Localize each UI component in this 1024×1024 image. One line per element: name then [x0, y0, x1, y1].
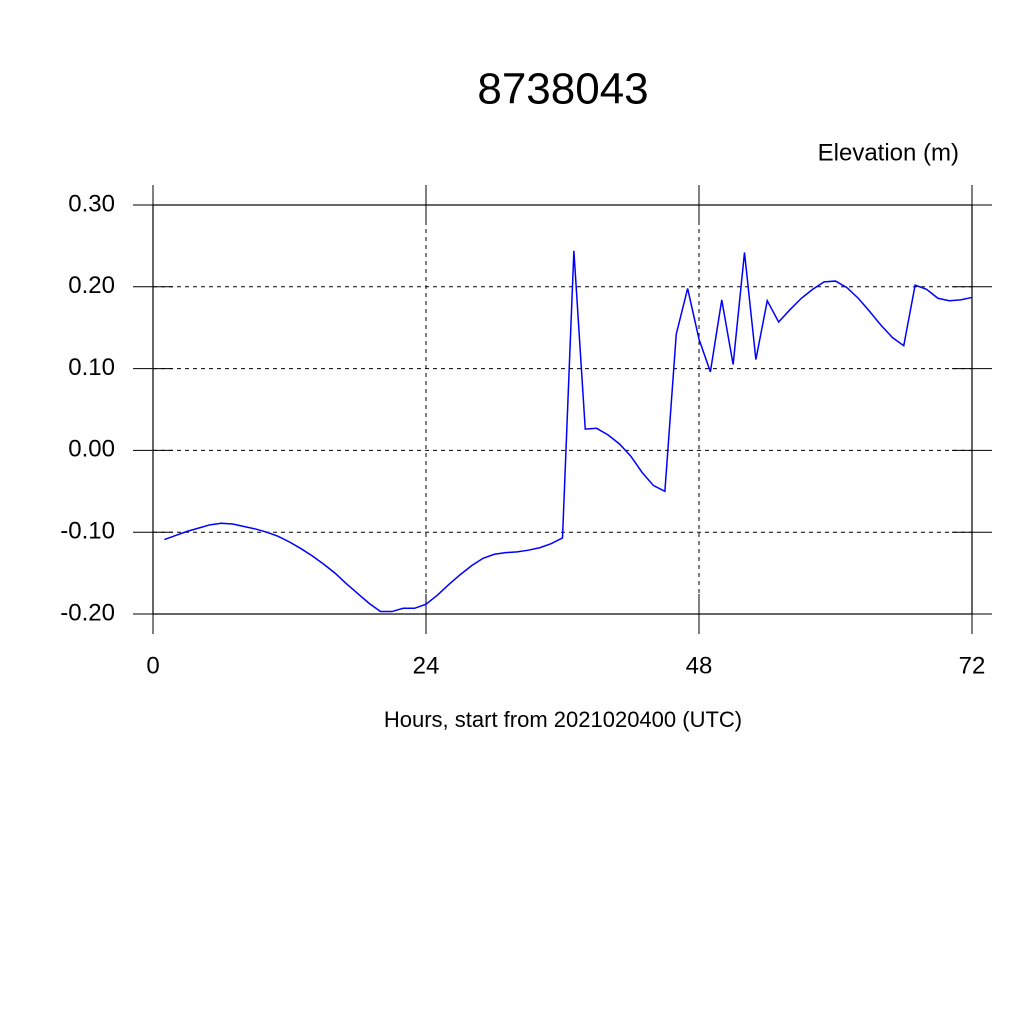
x-axis-label: Hours, start from 2021020400 (UTC) — [384, 707, 742, 732]
x-tick-label: 72 — [959, 652, 986, 679]
plot-frame — [152, 204, 973, 615]
y-tick-label: -0.20 — [60, 599, 115, 626]
chart-subtitle: Elevation (m) — [818, 139, 959, 166]
y-tick-label: 0.20 — [68, 272, 115, 299]
y-tick-label: 0.00 — [68, 436, 115, 463]
x-tick-label: 48 — [686, 652, 713, 679]
x-tick-label: 0 — [146, 652, 159, 679]
data-line — [164, 250, 973, 613]
x-tick-label: 24 — [413, 652, 440, 679]
chart-title: 8738043 — [477, 65, 648, 114]
y-tick-label: 0.30 — [68, 190, 115, 217]
y-tick-label: 0.10 — [68, 354, 115, 381]
y-tick-label: -0.10 — [60, 518, 115, 545]
